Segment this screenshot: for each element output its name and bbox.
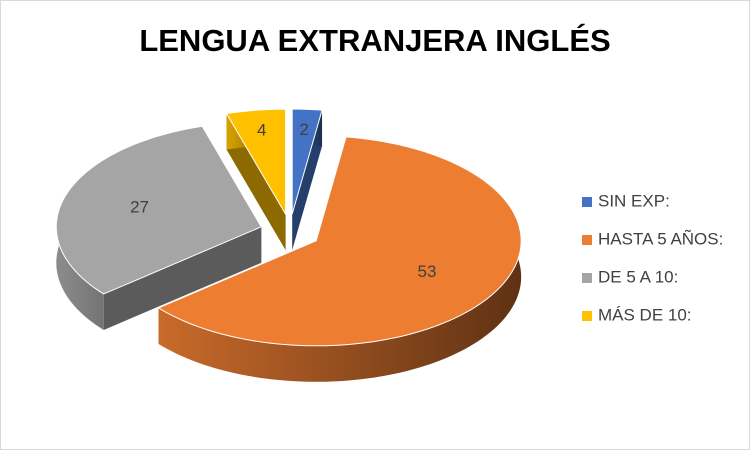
chart-title: LENGUA EXTRANJERA INGLÉS bbox=[139, 23, 610, 58]
slice bbox=[291, 108, 323, 251]
legend-label: DE 5 A 10: bbox=[598, 267, 678, 286]
slice-side bbox=[103, 226, 262, 330]
data-label: 27 bbox=[130, 198, 149, 217]
legend-swatch bbox=[582, 197, 592, 207]
legend-label: SIN EXP: bbox=[598, 191, 670, 210]
pie-slice bbox=[225, 108, 287, 217]
slice-side bbox=[158, 136, 522, 382]
slice-side bbox=[226, 113, 286, 251]
pie-slice bbox=[157, 136, 522, 347]
data-label: 2 bbox=[299, 120, 308, 139]
pie-slice bbox=[55, 125, 262, 295]
data-label: 53 bbox=[418, 262, 437, 281]
legend-swatch bbox=[582, 311, 592, 321]
pie-slice bbox=[291, 108, 323, 215]
legend-label: MÁS DE 10: bbox=[598, 305, 692, 324]
slice bbox=[157, 136, 522, 382]
data-label: 4 bbox=[257, 121, 266, 140]
legend-swatch bbox=[582, 273, 592, 283]
slice bbox=[55, 125, 262, 330]
legend-label: HASTA 5 AÑOS: bbox=[598, 229, 723, 248]
slice bbox=[225, 108, 287, 251]
legend-swatch bbox=[582, 235, 592, 245]
